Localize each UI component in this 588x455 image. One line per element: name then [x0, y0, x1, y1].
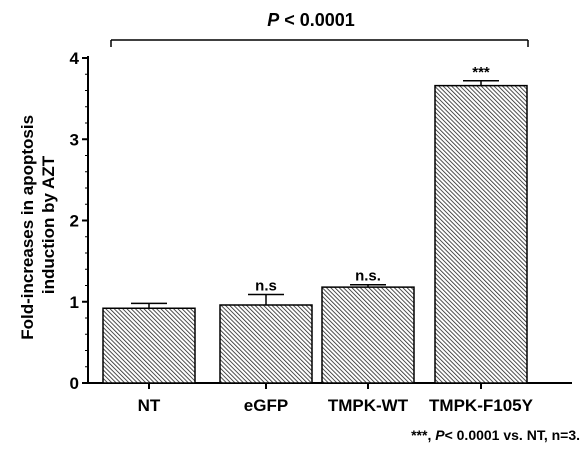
x-tick-label: NT [138, 396, 161, 415]
y-tick-label: 1 [70, 293, 79, 312]
y-tick-label: 4 [70, 49, 80, 68]
significance-label: *** [472, 64, 490, 81]
bar [434, 84, 528, 384]
footnote: ***, P< 0.0001 vs. NT, n=3. [411, 427, 580, 443]
y-tick-label: 2 [70, 212, 79, 231]
bar [102, 307, 196, 384]
x-tick-label: TMPK-F105Y [429, 396, 534, 415]
significance-label: n.s [255, 277, 277, 294]
plot-area: 0 1 2 3 4 NT eGFP n.s TMPK-WT n.s. TMPK-F105Y *** [70, 49, 572, 415]
x-tick-label: TMPK-WT [328, 396, 409, 415]
bar [219, 304, 313, 384]
significance-label: n.s. [355, 268, 381, 285]
significance-bracket: P < 0.0001 [110, 10, 529, 47]
y-tick-label: 3 [70, 130, 79, 149]
y-tick-label: 0 [70, 374, 79, 393]
x-tick-label: eGFP [244, 396, 288, 415]
bracket-pvalue: P < 0.0001 [267, 10, 355, 30]
y-axis-label: Fold-increases in apoptosis induction by… [18, 110, 58, 340]
bar [321, 286, 415, 384]
